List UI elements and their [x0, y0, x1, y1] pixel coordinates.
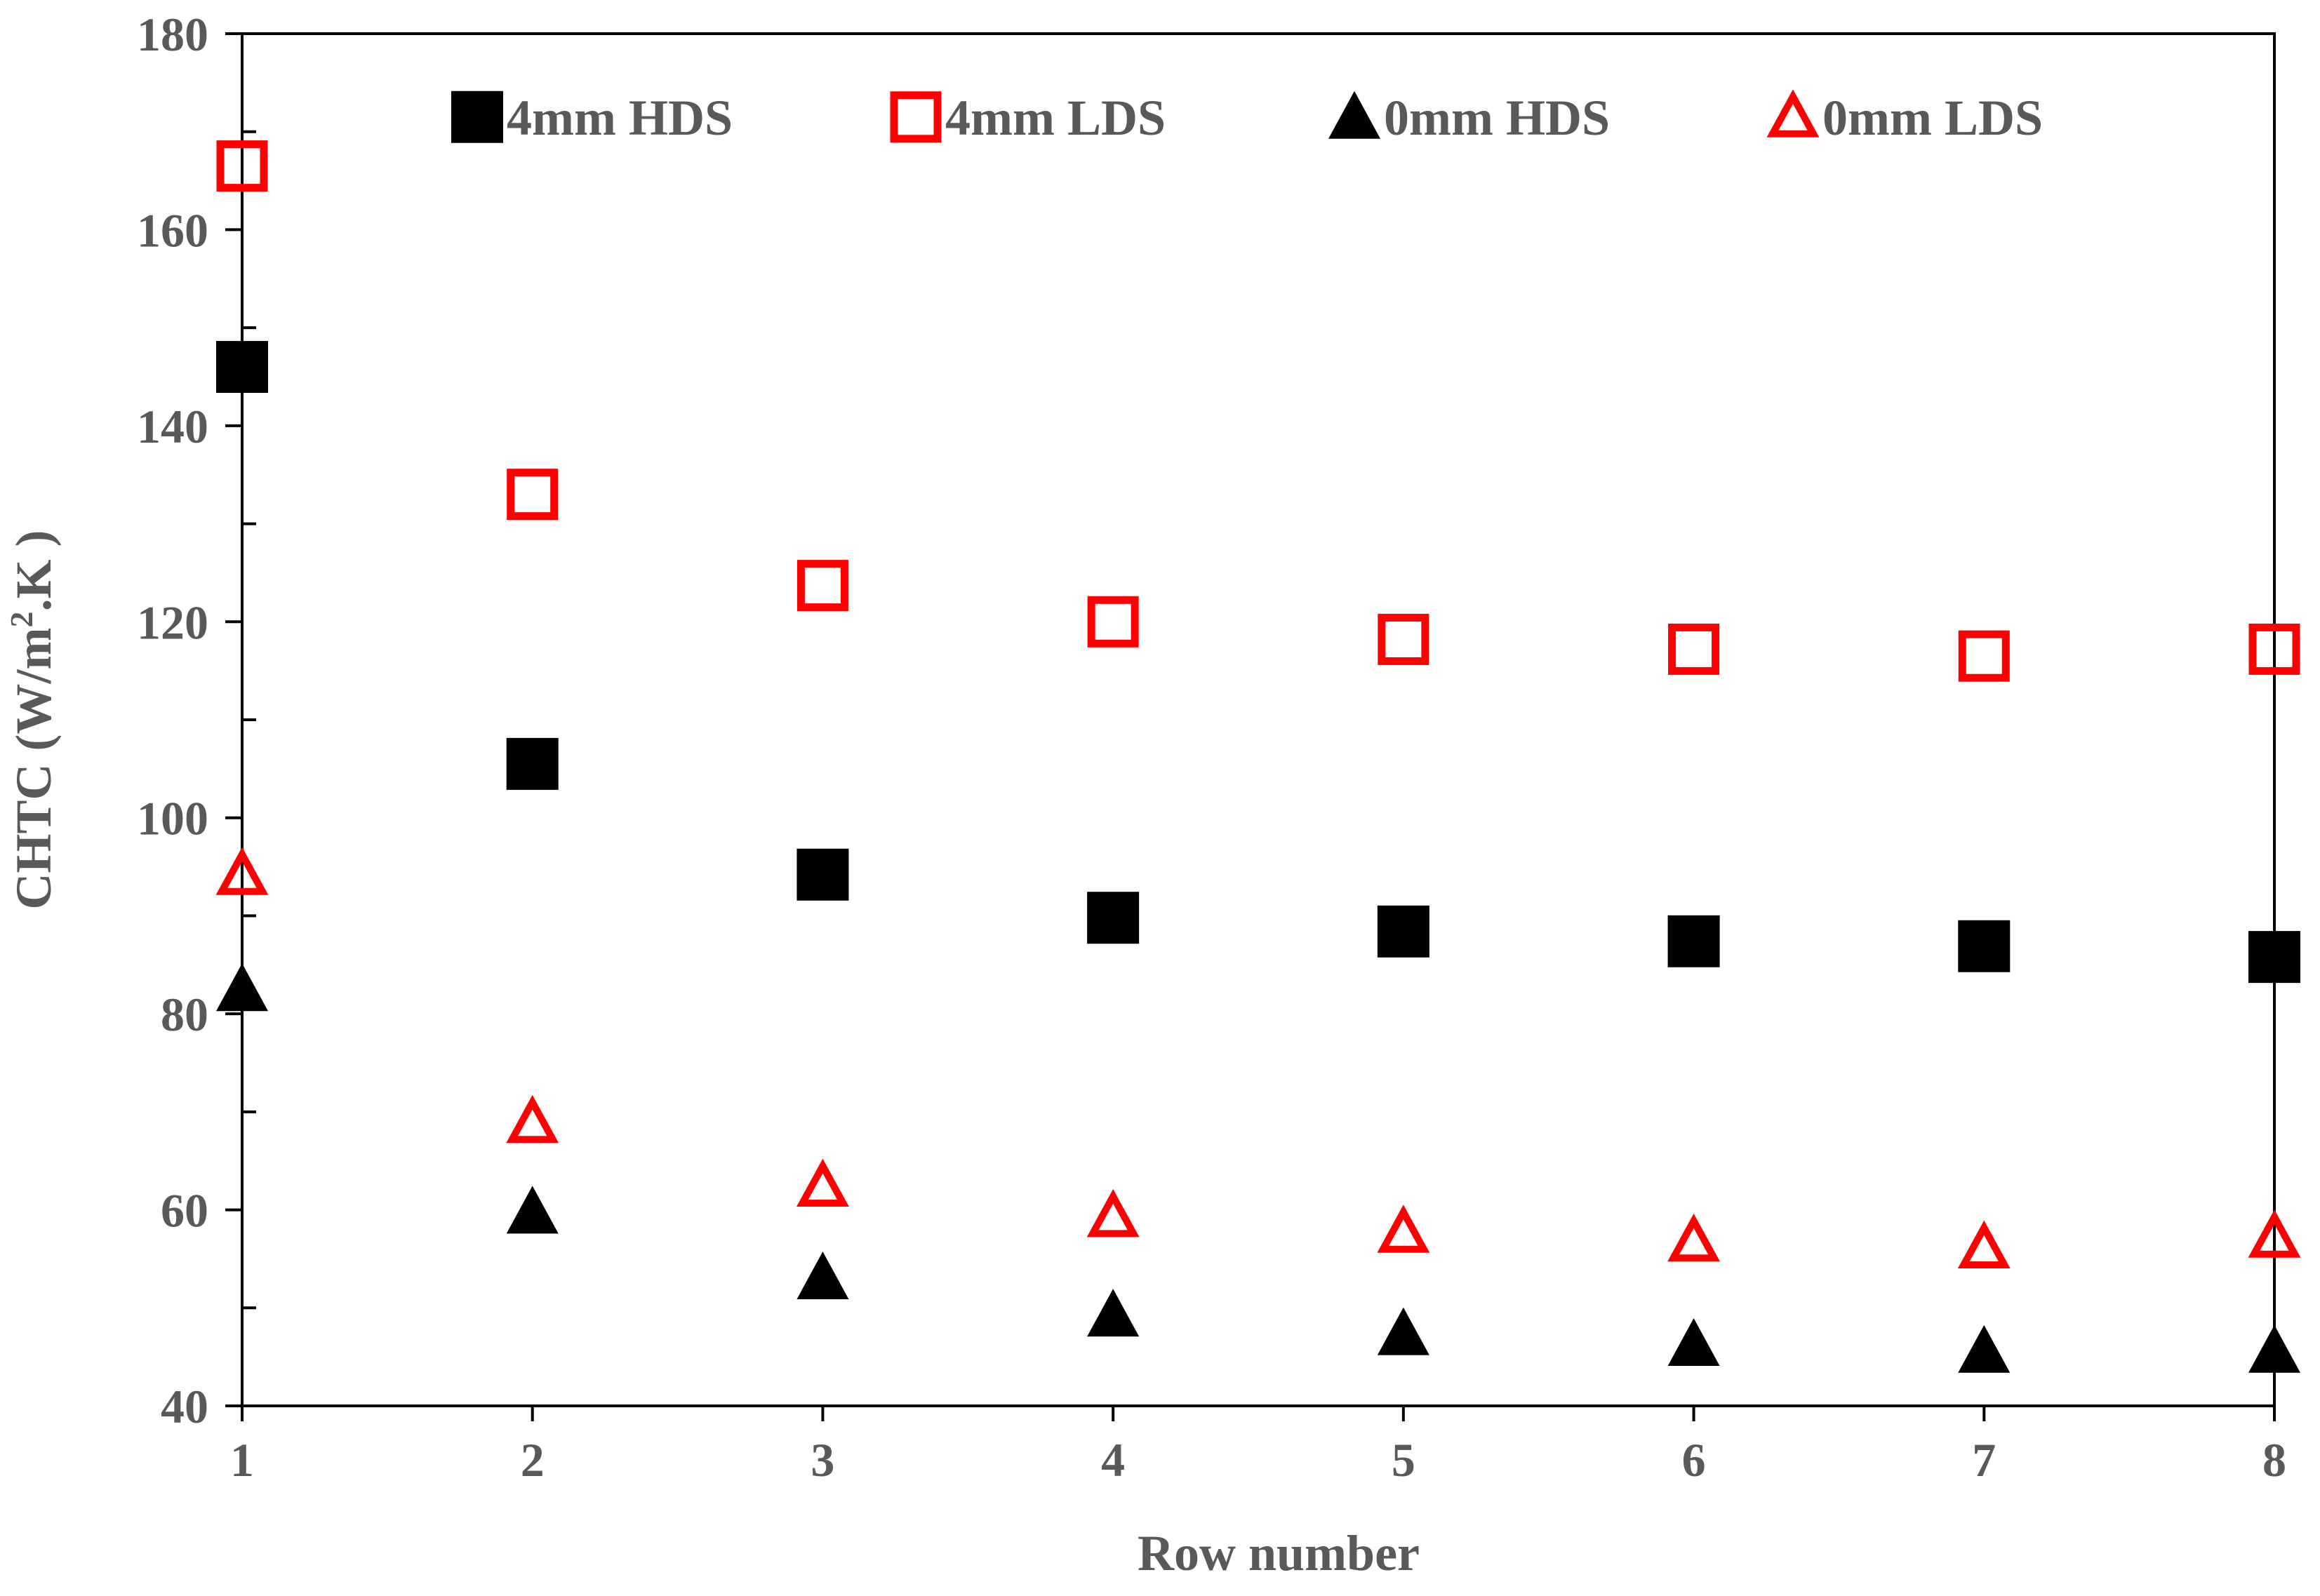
- data-point: [796, 1158, 849, 1207]
- x-tick-label: 8: [2262, 1433, 2286, 1487]
- x-tick-label: 1: [230, 1433, 254, 1487]
- y-tick-label: 120: [137, 596, 208, 649]
- x-tick-label: 5: [1392, 1433, 1415, 1487]
- legend-label: 4mm HDS: [507, 90, 733, 146]
- plot-area: [241, 32, 2276, 1407]
- legend-item: 4mm HDS: [451, 90, 733, 146]
- data-points: [215, 140, 2301, 1373]
- data-point: [1087, 1289, 1140, 1337]
- y-tick-label: 140: [137, 400, 208, 453]
- data-point: [1667, 1317, 1720, 1366]
- y-tick-label: 80: [161, 988, 208, 1041]
- data-point: [216, 341, 268, 394]
- data-point: [1378, 613, 1429, 665]
- data-point: [1377, 905, 1429, 958]
- data-point: [215, 847, 269, 895]
- data-point: [1087, 892, 1140, 944]
- y-axis-title-superscript: 2: [4, 612, 39, 628]
- axis-ticks: [225, 32, 2276, 1421]
- legend-item: 0mm LDS: [1766, 89, 2043, 146]
- legend-item: 4mm LDS: [890, 90, 1166, 146]
- y-axis-title-suffix: .K ): [6, 530, 62, 612]
- data-point: [506, 1186, 559, 1234]
- tick-labels: 1 2 3 4 5 6 7 8 40 60 80 100 120 140 160 180: [137, 8, 2286, 1487]
- data-point: [796, 1251, 849, 1299]
- legend-label: 4mm LDS: [945, 90, 1166, 146]
- data-point: [1958, 630, 2010, 682]
- y-axis-title-main: CHTC (W/m: [6, 628, 62, 910]
- data-point: [1957, 1220, 2011, 1269]
- data-point: [507, 469, 559, 521]
- legend-swatch: [1766, 89, 1820, 138]
- data-point: [1667, 915, 1720, 967]
- x-tick-label: 2: [521, 1433, 545, 1487]
- series-4mm-lds: [216, 140, 2300, 682]
- y-tick-label: 60: [161, 1184, 208, 1238]
- legend-item: 0mm HDS: [1328, 90, 1610, 146]
- data-point: [1667, 1213, 1721, 1262]
- legend-swatch: [1328, 90, 1380, 139]
- legend-swatch: [451, 90, 503, 143]
- legend-label: 0mm HDS: [1384, 90, 1610, 146]
- legend: 4mm HDS 4mm LDS 0mm HDS 0mm LDS: [451, 89, 2043, 146]
- x-tick-label: 3: [811, 1433, 834, 1487]
- x-axis-title: Row number: [1138, 1525, 1420, 1581]
- data-point: [2248, 1325, 2300, 1373]
- legend-swatch: [890, 91, 942, 143]
- y-tick-label: 160: [137, 203, 208, 257]
- series-0mm-hds: [216, 963, 2300, 1373]
- legend-label: 0mm LDS: [1822, 90, 2043, 146]
- data-point: [506, 737, 559, 790]
- data-point: [1377, 1307, 1429, 1355]
- data-point: [796, 560, 848, 612]
- data-point: [1086, 1188, 1140, 1238]
- data-point: [1958, 920, 2011, 972]
- data-point: [1377, 1205, 1430, 1253]
- data-point: [216, 140, 268, 192]
- data-point: [216, 963, 268, 1012]
- data-point: [1087, 596, 1139, 648]
- y-axis-title: CHTC (W/m2.K ): [4, 530, 62, 910]
- y-tick-label: 100: [137, 792, 208, 845]
- series-4mm-hds: [216, 341, 2300, 984]
- x-tick-label: 4: [1101, 1433, 1125, 1487]
- data-point: [2248, 931, 2300, 984]
- data-point: [2248, 1209, 2301, 1258]
- data-point: [1958, 1325, 2011, 1373]
- data-point: [796, 848, 849, 901]
- data-point: [506, 1094, 559, 1144]
- y-tick-label: 180: [137, 8, 208, 61]
- y-tick-label: 40: [161, 1380, 208, 1433]
- x-tick-label: 6: [1682, 1433, 1706, 1487]
- data-point: [1668, 623, 1720, 675]
- series-0mm-lds: [215, 847, 2301, 1269]
- data-point: [2248, 623, 2300, 675]
- x-tick-label: 7: [1972, 1433, 1996, 1487]
